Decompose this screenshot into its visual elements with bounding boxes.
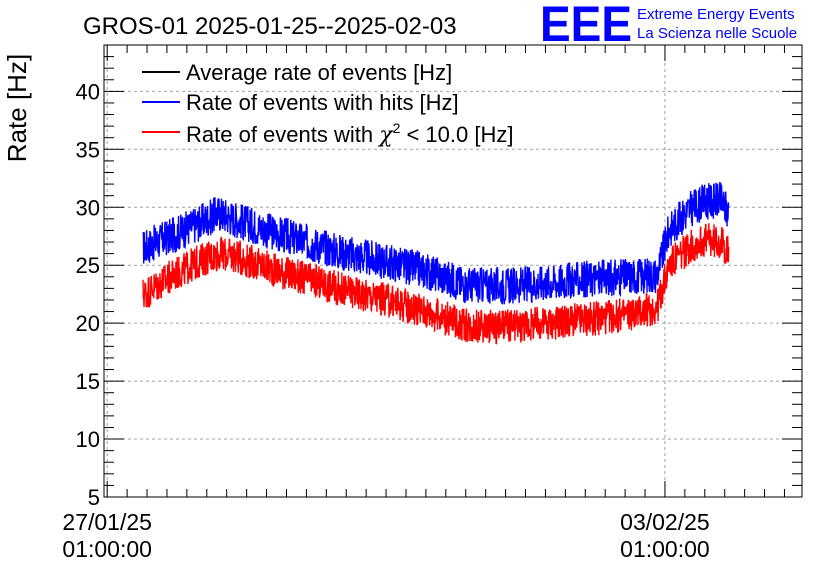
y-tick-label: 40 — [76, 79, 100, 104]
series-layer — [142, 181, 730, 345]
x-tick-label-time: 01:00:00 — [620, 536, 710, 562]
y-tick-label: 10 — [76, 427, 100, 452]
series-line-hits — [142, 181, 730, 305]
series-line-chi2 — [142, 223, 730, 345]
legend-label-chi2: Rate of events with χ2 < 10.0 [Hz] — [186, 120, 513, 148]
y-tick-label: 5 — [88, 485, 100, 510]
legend-chi-superscript: 2 — [393, 120, 401, 136]
y-tick-label: 35 — [76, 137, 100, 162]
x-tick-label-time: 01:00:00 — [62, 536, 152, 562]
y-axis-label: Rate [Hz] — [2, 54, 32, 162]
y-tick-label: 15 — [76, 369, 100, 394]
y-tick-label: 25 — [76, 253, 100, 278]
y-tick-label: 20 — [76, 311, 100, 336]
legend: Average rate of events [Hz] Rate of even… — [142, 60, 513, 148]
eee-logo: EEE — [540, 0, 632, 52]
legend-chi-symbol: χ — [377, 123, 394, 148]
legend-label-average: Average rate of events [Hz] — [186, 60, 452, 85]
chart-title: GROS-01 2025-01-25--2025-02-03 — [83, 13, 457, 40]
plot-frame — [103, 44, 803, 498]
x-tick-label-date: 27/01/25 — [62, 509, 152, 535]
legend-label-hits: Rate of events with hits [Hz] — [186, 90, 459, 115]
x-tick-label-date: 03/02/25 — [620, 509, 710, 535]
legend-chi2-prefix: Rate of events with — [186, 122, 379, 147]
org-subtitle: La Scienza nelle Scuole — [637, 25, 797, 42]
legend-chi2-suffix: < 10.0 [Hz] — [400, 122, 513, 147]
y-tick-label: 30 — [76, 195, 100, 220]
org-name: Extreme Energy Events — [637, 6, 795, 23]
axes: 51015202530354027/01/2501:00:0003/02/250… — [62, 44, 802, 562]
